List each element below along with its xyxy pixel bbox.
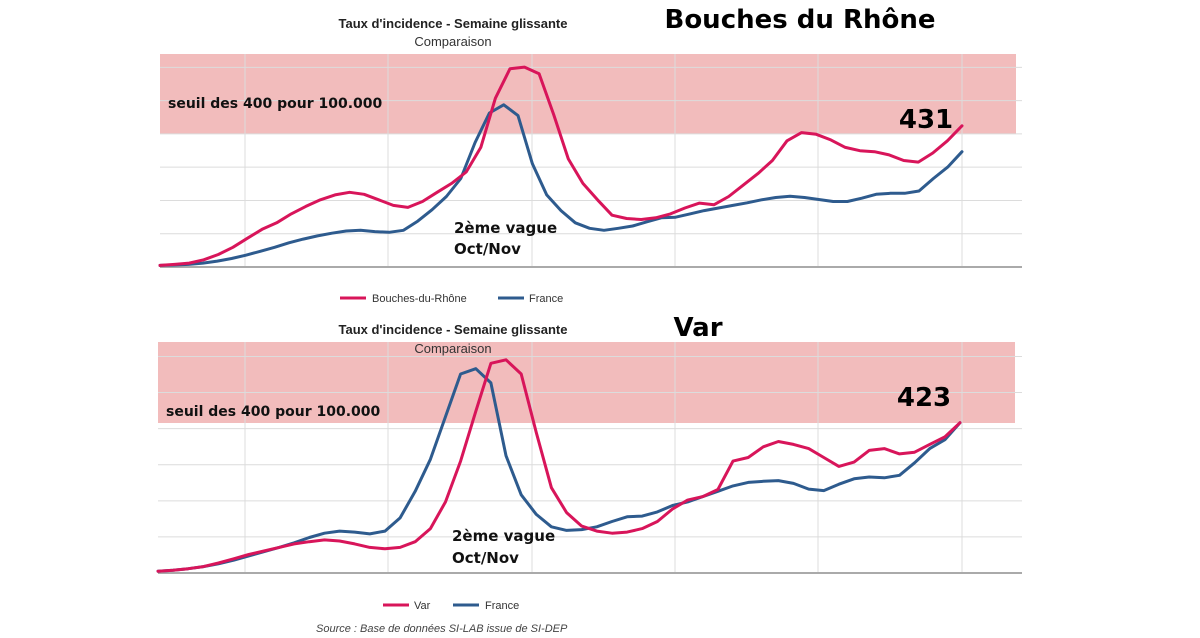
legend: Var France xyxy=(383,600,519,612)
chart-title: Taux d'incidence - Semaine glissante xyxy=(339,16,568,31)
series-line-local xyxy=(156,358,962,573)
chart-title: Taux d'incidence - Semaine glissante xyxy=(339,322,568,337)
wave-annotation-line2: Oct/Nov xyxy=(452,549,519,567)
wave-annotation-line1: 2ème vague xyxy=(452,527,555,545)
region-title: Bouches du Rhône xyxy=(665,5,936,35)
threshold-band xyxy=(160,54,1016,134)
threshold-label: seuil des 400 pour 100.000 xyxy=(168,96,382,112)
end-value-label: 423 xyxy=(897,383,951,413)
chart-var: Taux d'incidence - Semaine glissante Com… xyxy=(156,313,1022,612)
region-title: Var xyxy=(673,313,722,343)
end-value-label: 431 xyxy=(899,105,953,135)
legend-label-france: France xyxy=(529,293,563,305)
chart-bouches-du-rhone: Taux d'incidence - Semaine glissante Com… xyxy=(158,5,1022,305)
wave-annotation-line2: Oct/Nov xyxy=(454,240,521,258)
series-line-france xyxy=(158,103,964,267)
threshold-band xyxy=(158,342,1015,423)
chart-subtitle: Comparaison xyxy=(414,34,491,49)
grid xyxy=(158,342,1022,574)
legend-label-local: Bouches-du-Rhône xyxy=(372,293,467,305)
grid xyxy=(160,54,1022,268)
wave-annotation-line1: 2ème vague xyxy=(454,219,557,237)
series-line-local xyxy=(158,65,964,267)
legend: Bouches-du-Rhône France xyxy=(340,293,563,305)
chart-subtitle: Comparaison xyxy=(414,341,491,356)
source-note: Source : Base de données SI-LAB issue de… xyxy=(316,623,568,635)
legend-label-local: Var xyxy=(414,600,431,612)
legend-label-france: France xyxy=(485,600,519,612)
series-group xyxy=(158,65,964,267)
threshold-label: seuil des 400 pour 100.000 xyxy=(166,404,380,420)
series-group xyxy=(156,358,962,573)
